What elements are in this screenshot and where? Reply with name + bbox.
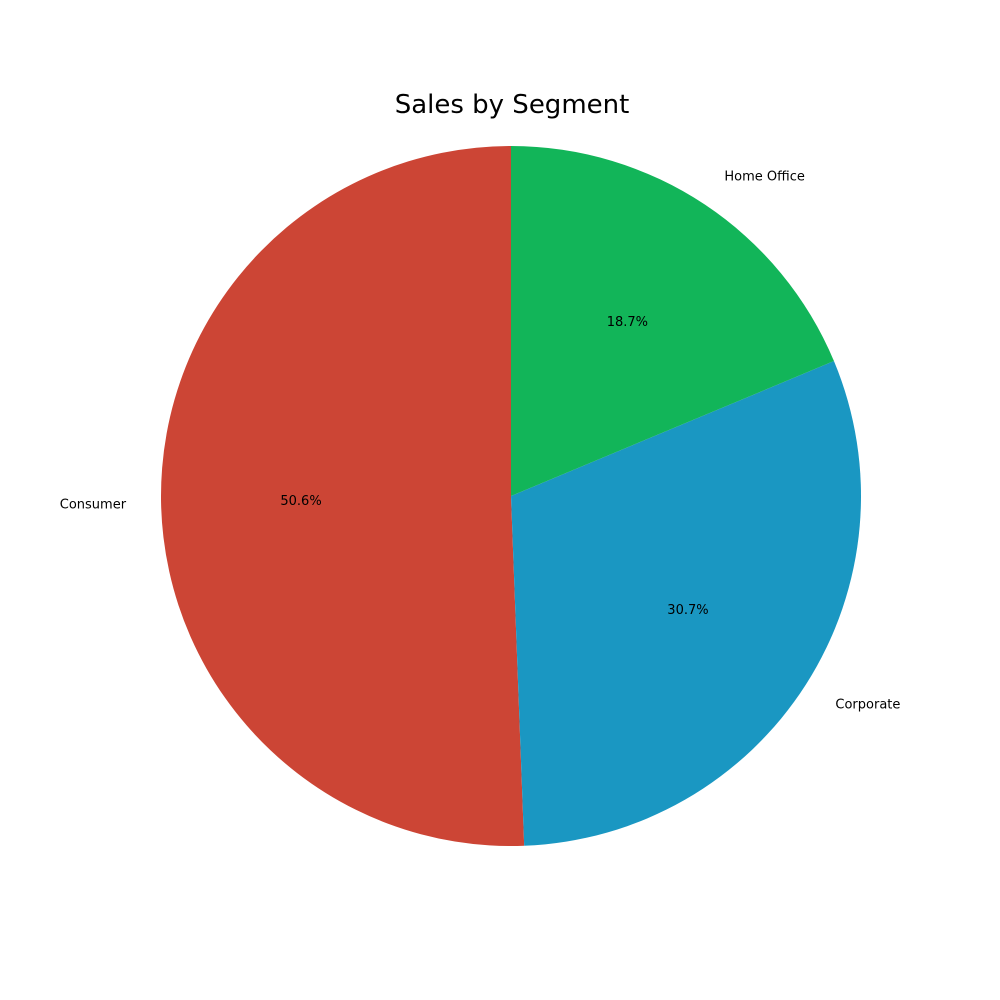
pie-labels: Consumer 50.6% Corporate 30.7% Home Office 18… (60, 170, 901, 713)
pie-slice-home-office (511, 146, 834, 496)
slice-label-corporate: Corporate (835, 697, 900, 712)
percent-label-consumer: 50.6% (280, 494, 321, 509)
percent-label-corporate: 30.7% (667, 603, 708, 618)
percent-label-home-office: 18.7% (607, 315, 648, 330)
pie-slice-consumer (161, 146, 525, 846)
pie-slices (161, 146, 862, 846)
chart-title: Sales by Segment (395, 90, 630, 120)
slice-label-home-office: Home Office (724, 170, 804, 185)
pie-slice-corporate (511, 361, 862, 846)
slice-label-consumer: Consumer (60, 497, 127, 512)
